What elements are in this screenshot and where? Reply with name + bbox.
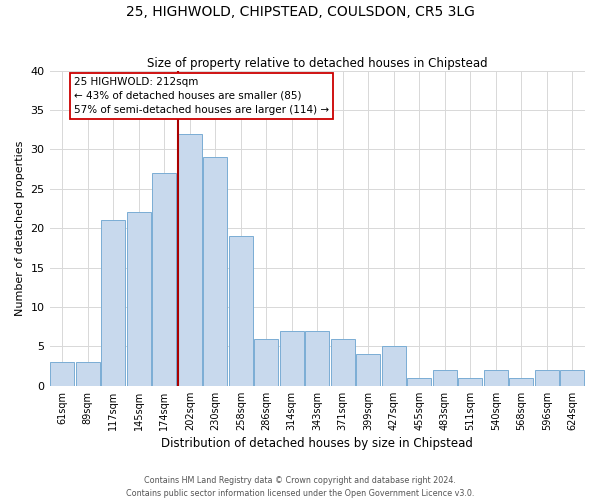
Bar <box>458 378 482 386</box>
Bar <box>535 370 559 386</box>
Bar <box>152 173 176 386</box>
Bar <box>76 362 100 386</box>
Bar <box>433 370 457 386</box>
Bar <box>509 378 533 386</box>
Bar <box>127 212 151 386</box>
X-axis label: Distribution of detached houses by size in Chipstead: Distribution of detached houses by size … <box>161 437 473 450</box>
Bar <box>382 346 406 386</box>
Bar <box>280 330 304 386</box>
Bar <box>484 370 508 386</box>
Bar <box>229 236 253 386</box>
Text: 25, HIGHWOLD, CHIPSTEAD, COULSDON, CR5 3LG: 25, HIGHWOLD, CHIPSTEAD, COULSDON, CR5 3… <box>125 5 475 19</box>
Bar <box>407 378 431 386</box>
Text: 25 HIGHWOLD: 212sqm
← 43% of detached houses are smaller (85)
57% of semi-detach: 25 HIGHWOLD: 212sqm ← 43% of detached ho… <box>74 77 329 115</box>
Bar <box>50 362 74 386</box>
Y-axis label: Number of detached properties: Number of detached properties <box>15 140 25 316</box>
Bar <box>203 158 227 386</box>
Title: Size of property relative to detached houses in Chipstead: Size of property relative to detached ho… <box>147 56 488 70</box>
Bar <box>254 338 278 386</box>
Bar <box>178 134 202 386</box>
Bar <box>560 370 584 386</box>
Bar <box>331 338 355 386</box>
Bar <box>356 354 380 386</box>
Text: Contains HM Land Registry data © Crown copyright and database right 2024.
Contai: Contains HM Land Registry data © Crown c… <box>126 476 474 498</box>
Bar <box>305 330 329 386</box>
Bar <box>101 220 125 386</box>
